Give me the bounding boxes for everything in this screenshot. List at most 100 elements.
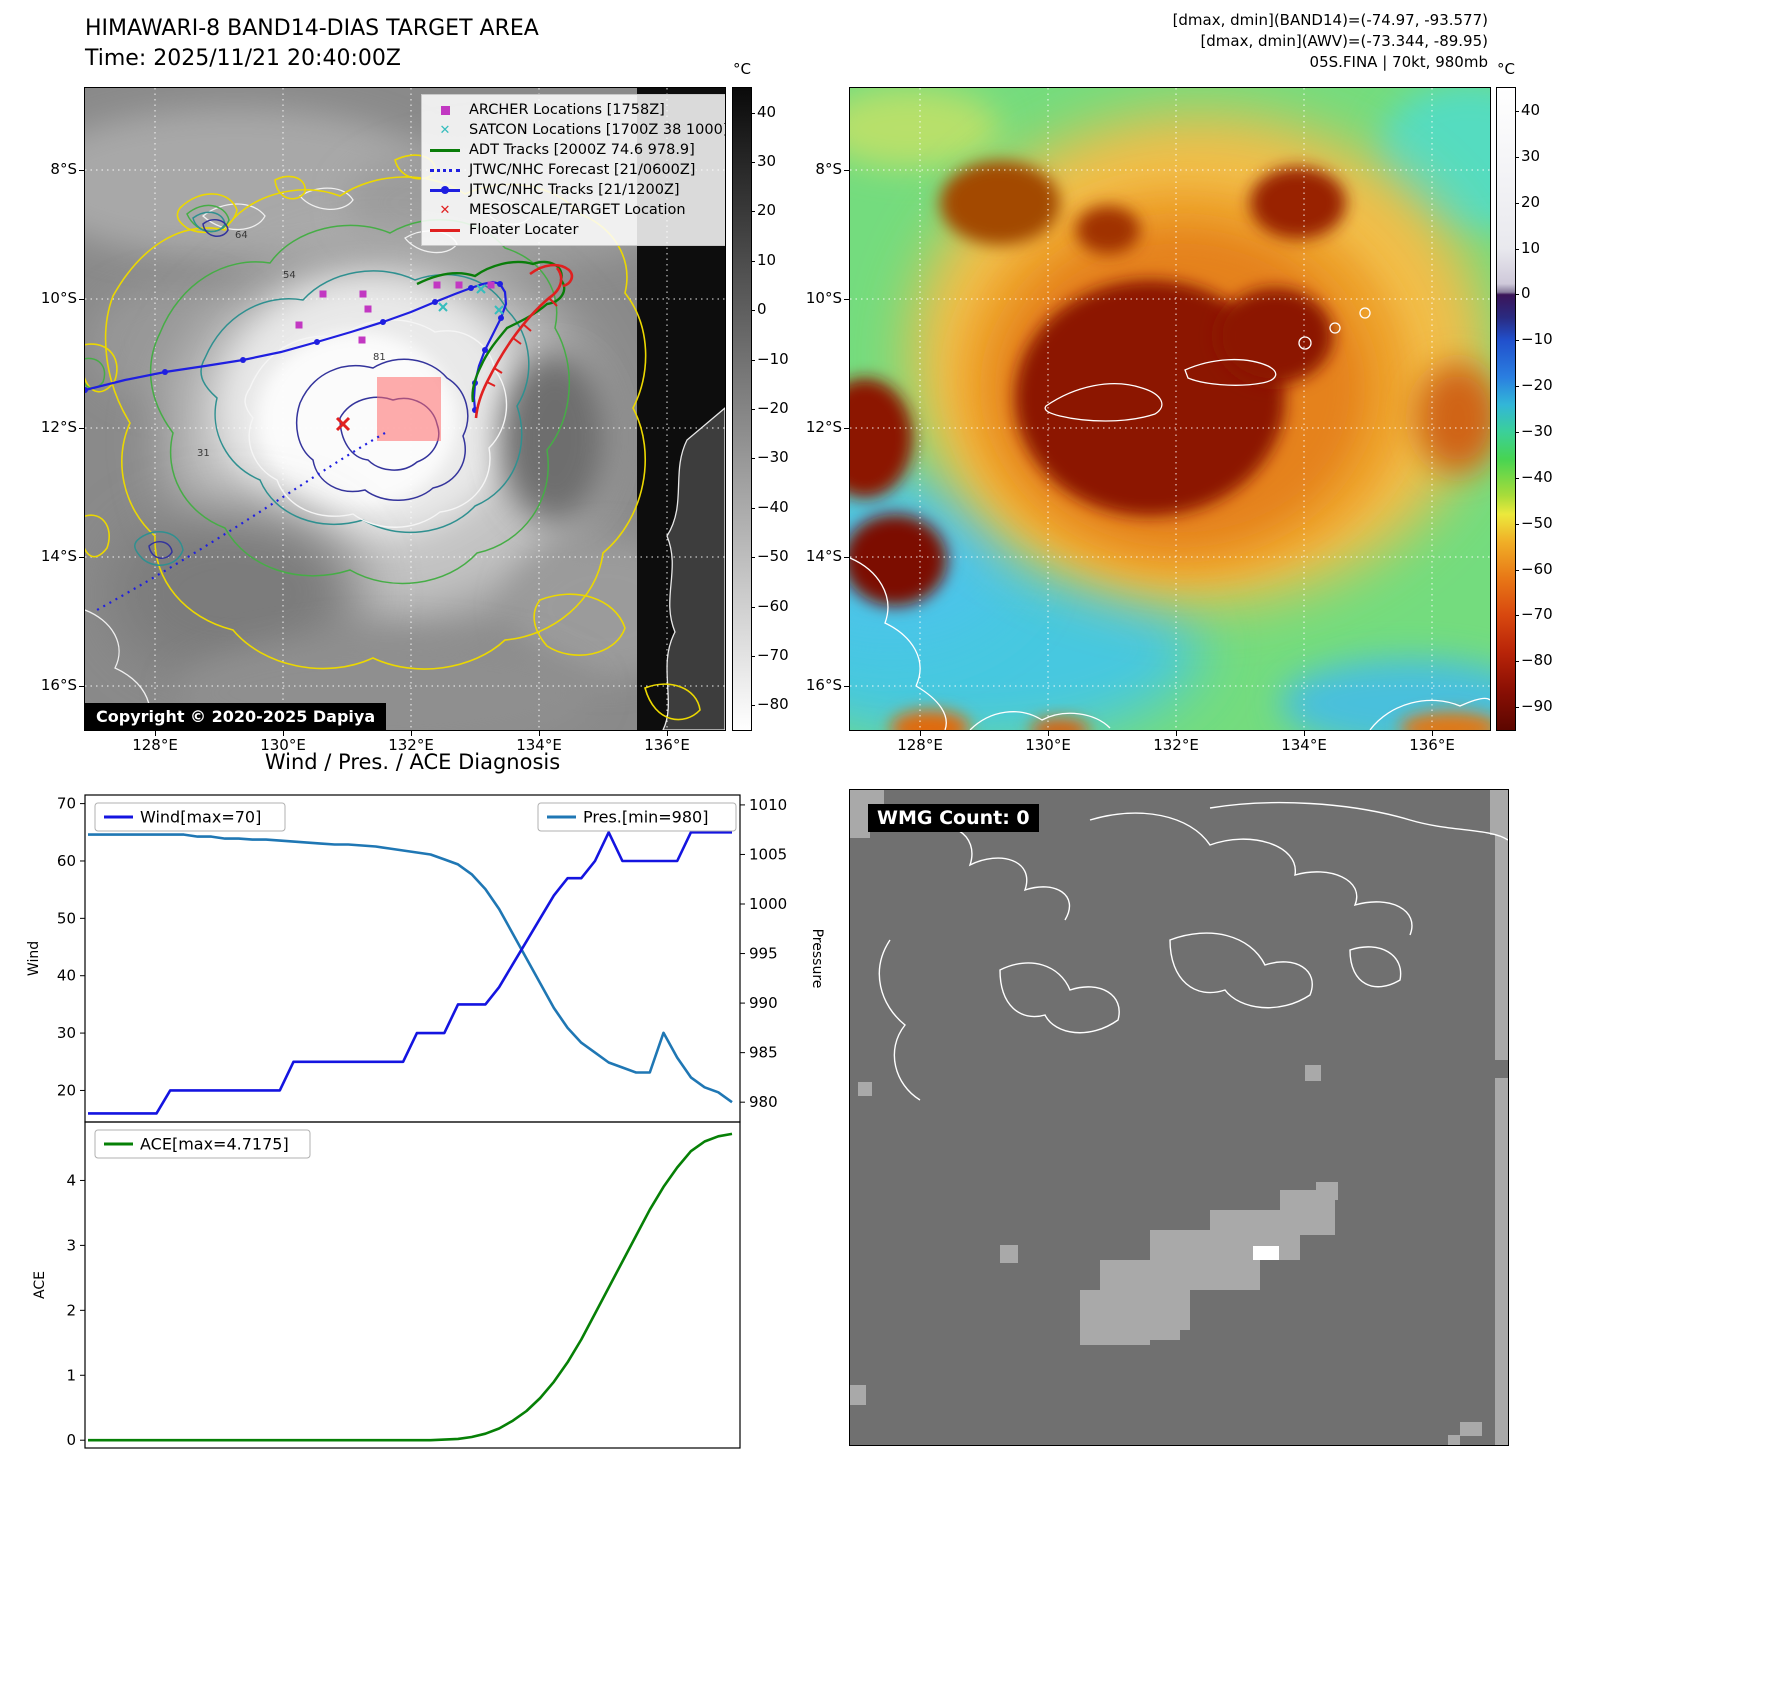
ace-ytick: 1	[66, 1366, 76, 1384]
lat-tick-label: 8°S	[50, 160, 77, 178]
axis-tick-mark	[1432, 731, 1433, 736]
axis-tick-mark	[751, 260, 755, 262]
pressure-ytick: 980	[749, 1093, 778, 1111]
ace-ytick: 3	[66, 1236, 76, 1254]
axis-tick-mark	[1515, 477, 1519, 479]
axis-tick-mark	[751, 655, 755, 657]
axis-tick-mark	[844, 428, 849, 429]
wind-axis-label: Wind	[26, 941, 42, 976]
axis-tick-mark	[79, 170, 84, 171]
colorbar-tick-label: −20	[1521, 376, 1553, 395]
axis-tick-mark	[751, 705, 755, 707]
lon-tick-label: 134°E	[1281, 736, 1327, 754]
colorbar-unit-label: °C	[733, 60, 751, 78]
lon-tick-label: 134°E	[516, 736, 562, 754]
wind-ytick: 30	[57, 1024, 76, 1042]
colorbar-tick-label: 10	[757, 250, 777, 269]
axis-tick-mark	[79, 557, 84, 558]
legend-item-mesoscale: ✕ MESOSCALE/TARGET Location	[428, 200, 725, 220]
axis-tick-mark	[751, 211, 755, 213]
axis-tick-mark	[1515, 569, 1519, 571]
axis-tick-mark	[1048, 731, 1049, 736]
colorbar-tick-label: −20	[757, 399, 789, 417]
legend-item-archer: ARCHER Locations [1758Z]	[428, 100, 725, 120]
pressure-ytick: 1000	[749, 895, 787, 913]
legend-label: Floater Locater	[469, 222, 579, 238]
legend-item-forecast: JTWC/NHC Forecast [21/0600Z]	[428, 160, 725, 180]
legend-label: SATCON Locations [1700Z 38 1000]	[469, 122, 725, 138]
colorbar	[732, 87, 752, 731]
wind-legend-box	[94, 802, 286, 832]
mesoscale-location-x-icon	[335, 416, 351, 432]
legend-item-satcon: ✕ SATCON Locations [1700Z 38 1000]	[428, 120, 725, 140]
ace-legend-box	[94, 1129, 311, 1159]
colorbar-tick-label: −10	[1521, 330, 1553, 349]
legend-label: ARCHER Locations [1758Z]	[469, 102, 665, 118]
lon-tick-label: 132°E	[388, 736, 434, 754]
contours-yellow	[85, 154, 701, 721]
ace-ytick: 0	[66, 1431, 76, 1449]
axis-tick-mark	[155, 731, 156, 736]
archer-location-markers	[295, 281, 495, 344]
contour-white	[244, 319, 508, 528]
colorbar-tick-label: −60	[1521, 559, 1553, 578]
colorbar-tick-label: −80	[1521, 651, 1553, 670]
axis-tick-mark	[283, 731, 284, 736]
ace-ytick: 4	[66, 1171, 76, 1189]
wind-ytick: 60	[57, 852, 76, 870]
axis-tick-mark	[1515, 340, 1519, 342]
legend-label: JTWC/NHC Tracks [21/1200Z]	[469, 182, 680, 198]
axis-tick-mark	[1176, 731, 1177, 736]
ace-ytick: 2	[66, 1301, 76, 1319]
axis-tick-mark	[1515, 431, 1519, 433]
band14-title: HIMAWARI-8 BAND14-DIAS TARGET AREA	[85, 16, 539, 41]
axis-tick-mark	[1515, 386, 1519, 388]
ace-plot-frame	[84, 1121, 741, 1449]
axis-tick-mark	[751, 507, 755, 509]
pressure-legend-label: Pres.[min=980]	[583, 808, 708, 827]
colorbar-tick-label: −70	[757, 645, 789, 664]
awv-satellite-image	[850, 88, 1490, 730]
colorbar-tick-label: 10	[1521, 238, 1541, 257]
axis-tick-mark	[844, 299, 849, 300]
floater-line-icon	[428, 223, 462, 238]
legend-label: ADT Tracks [2000Z 74.6 978.9]	[469, 142, 695, 158]
axis-tick-mark	[1515, 661, 1519, 663]
pressure-ytick: 995	[749, 945, 778, 963]
wmg-highlight-cell	[1253, 1246, 1279, 1260]
colorbar-tick-label: 20	[757, 201, 777, 220]
lon-tick-label: 136°E	[1409, 736, 1455, 754]
pressure-ytick: 1005	[749, 845, 787, 863]
floater-tick-marks	[486, 297, 558, 387]
lat-tick-label: 10°S	[805, 289, 842, 307]
forecast-dotted-line-icon	[428, 163, 462, 178]
colorbar-unit-label: °C	[1497, 60, 1515, 78]
wmg-count-badge: WMG Count: 0	[868, 804, 1039, 832]
lon-tick-label: 128°E	[132, 736, 178, 754]
colorbar-tick-label: 30	[1521, 146, 1541, 165]
wind-line	[88, 830, 732, 1115]
axis-tick-mark	[751, 310, 755, 312]
pressure-ytick: 1010	[749, 796, 787, 814]
axis-tick-mark	[751, 162, 755, 164]
dmax-dmin-band14: [dmax, dmin](BAND14)=(-74.97, -93.577)	[1172, 11, 1488, 29]
colorbar-tick-label: −80	[757, 695, 789, 714]
wmg-map-panel: WMG Count: 0	[849, 789, 1509, 1446]
axis-tick-mark	[667, 731, 668, 736]
storm-id-intensity: 05S.FINA | 70kt, 980mb	[1309, 53, 1488, 71]
adt-track	[416, 260, 566, 403]
satcon-location-markers	[438, 284, 504, 315]
lon-tick-label: 132°E	[1153, 736, 1199, 754]
colorbar-tick-label: 20	[1521, 192, 1541, 211]
colorbar-tick-label: 40	[1521, 100, 1541, 119]
axis-tick-mark	[751, 557, 755, 559]
lat-tick-label: 14°S	[805, 547, 842, 565]
colorbar-tick-label: −30	[757, 448, 789, 467]
page-title: HIMAWARI-8 BAND14-DIAS TARGET AREA Time:…	[85, 14, 539, 74]
axis-tick-mark	[751, 112, 755, 114]
colorbar-tick-label: −90	[1521, 697, 1553, 716]
satcon-x-icon: ✕	[439, 122, 451, 138]
diagnosis-title: Wind / Pres. / ACE Diagnosis	[264, 750, 561, 774]
jtwc-forecast-track	[96, 432, 386, 611]
